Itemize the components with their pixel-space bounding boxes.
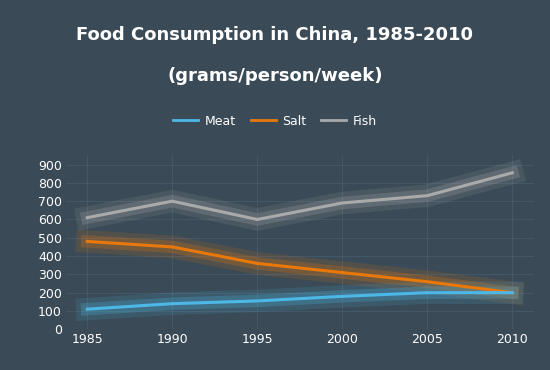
Text: Food Consumption in China, 1985-2010: Food Consumption in China, 1985-2010: [76, 26, 474, 44]
Legend: Meat, Salt, Fish: Meat, Salt, Fish: [168, 110, 382, 133]
Text: (grams/person/week): (grams/person/week): [167, 67, 383, 85]
